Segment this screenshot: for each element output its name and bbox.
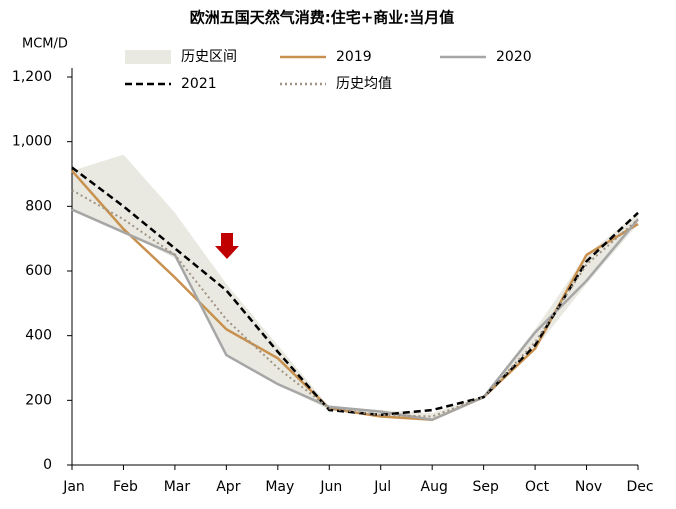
series-line [71,208,639,422]
x-tick-label: Jun [319,479,342,495]
x-tick-label: Sep [472,479,499,495]
x-tick-label: Mar [164,479,191,495]
x-tick-label: Feb [113,479,138,495]
legend-swatch [125,50,171,64]
y-tick-label: 0 [43,457,52,473]
y-tick-label: 1,000 [12,134,52,150]
series-line [71,189,639,418]
legend-label: 历史均值 [336,76,392,92]
x-tick-label: Aug [421,479,448,495]
legend-label: 2021 [181,76,217,92]
range-band [72,154,638,420]
legend-label: 2020 [496,49,532,65]
y-axis-label: MCM/D [22,37,68,52]
legend-label: 2019 [336,49,372,65]
x-tick-label: Nov [575,479,602,495]
x-tick-label: Oct [525,479,550,495]
y-tick-label: 600 [25,263,52,279]
chart-title: 欧洲五国天然气消费:住宅+商业:当月值 [190,9,455,27]
x-tick-label: Apr [216,479,240,495]
x-tick-label: Dec [626,479,653,495]
x-tick-label: Jul [373,479,391,495]
y-tick-label: 1,200 [12,69,52,85]
arrow-annotation [215,233,239,259]
y-tick-label: 200 [25,392,52,408]
legend-label: 历史区间 [181,49,237,65]
y-tick-label: 400 [25,328,52,344]
x-tick-label: Jan [62,479,85,495]
x-tick-label: May [265,479,294,495]
y-tick-label: 800 [25,198,52,214]
